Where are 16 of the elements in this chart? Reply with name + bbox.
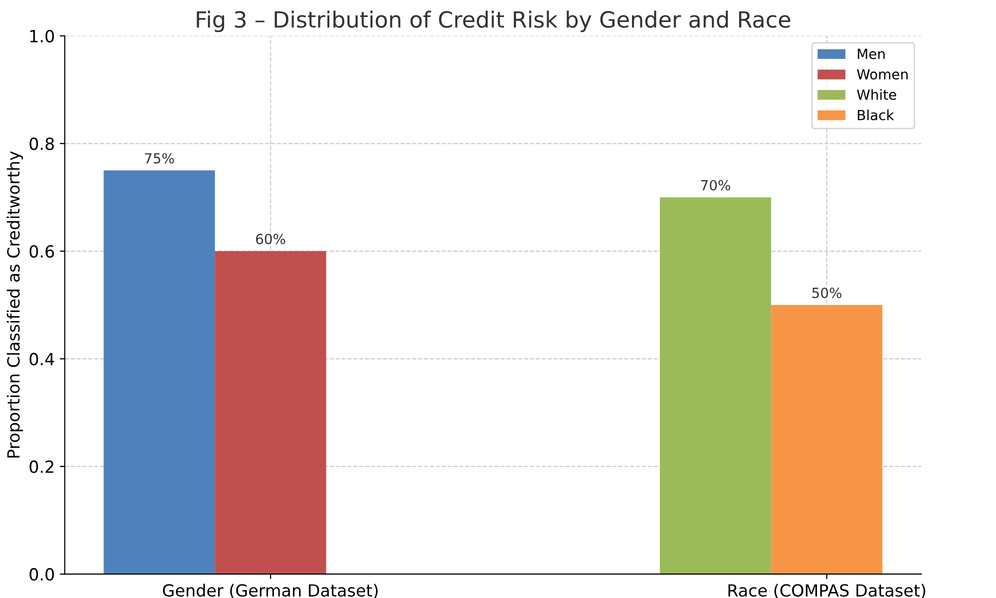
y-tick-label: 0.6 <box>30 245 54 258</box>
y-tick-label: 1.0 <box>30 30 54 42</box>
y-tick-label: 0.4 <box>30 352 54 366</box>
data-label: 60% <box>256 234 286 244</box>
legend-label: Women <box>856 69 908 80</box>
data-label: 50% <box>812 288 842 298</box>
chart-title: Fig 3 – Distribution of Credit Risk by Gender and Race <box>196 10 790 32</box>
y-tick-label: 0.2 <box>30 460 54 474</box>
y-tick-label: 0.0 <box>30 568 54 581</box>
y-tick-label: 0.8 <box>30 137 54 150</box>
data-label: 75% <box>145 153 174 164</box>
y-axis-title: Proportion Classified as Creditworthy <box>6 151 23 458</box>
legend-label: Black <box>858 110 894 120</box>
data-label: 70% <box>701 180 730 190</box>
legend-label: White <box>856 89 896 100</box>
legend-label: Men <box>858 48 885 60</box>
